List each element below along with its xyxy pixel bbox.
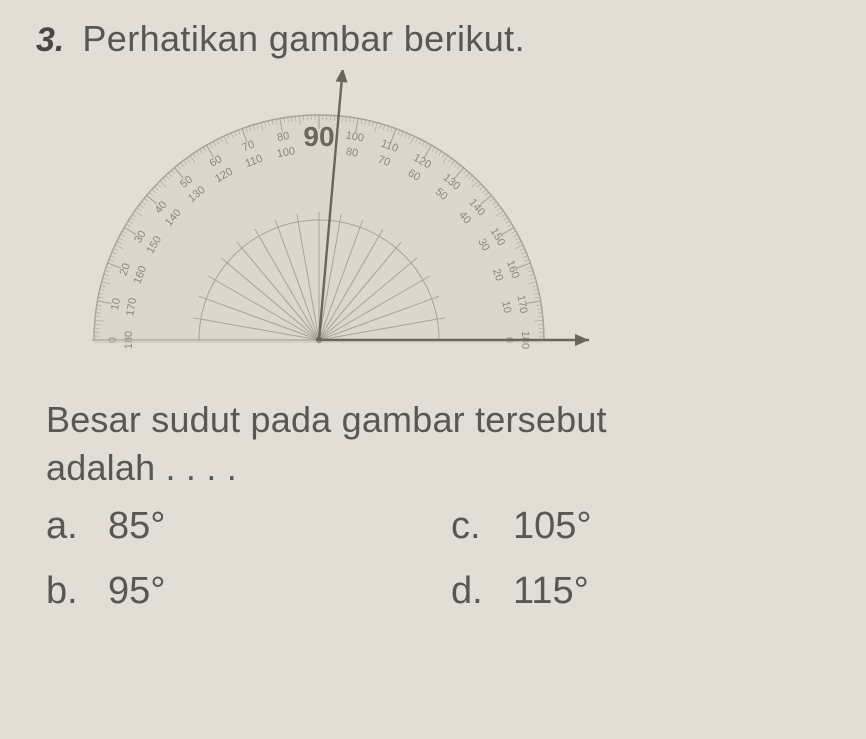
protractor-figure: 0180101702016030150401405013060120701108… — [54, 70, 624, 390]
svg-text:80: 80 — [276, 130, 290, 144]
option-d-value: 115° — [513, 570, 589, 613]
option-c-value: 105° — [513, 505, 592, 548]
body-line-2: adalah . . . . — [46, 447, 237, 488]
svg-text:10: 10 — [109, 297, 123, 311]
svg-text:10: 10 — [499, 300, 513, 314]
option-c[interactable]: c. 105° — [451, 505, 836, 548]
option-a[interactable]: a. 85° — [46, 505, 431, 548]
option-a-value: 85° — [108, 505, 165, 548]
body-line-1: Besar sudut pada gambar tersebut — [46, 399, 607, 440]
svg-text:90: 90 — [303, 121, 334, 152]
question-body: Besar sudut pada gambar tersebut adalah … — [46, 396, 836, 491]
question-line: 3. Perhatikan gambar berikut. — [40, 18, 836, 60]
options-grid: a. 85° c. 105° b. 95° d. 115° — [46, 505, 836, 613]
option-d-label: d. — [451, 570, 491, 613]
page-root: 3. Perhatikan gambar berikut. 0180101702… — [0, 0, 866, 739]
option-a-label: a. — [46, 505, 86, 548]
option-d[interactable]: d. 115° — [451, 570, 836, 613]
option-c-label: c. — [451, 505, 491, 548]
option-b[interactable]: b. 95° — [46, 570, 431, 613]
question-prompt: Perhatikan gambar berikut. — [82, 18, 525, 60]
option-b-value: 95° — [108, 570, 165, 613]
figure-wrap: 0180101702016030150401405013060120701108… — [40, 70, 850, 390]
question-number: 3. — [36, 21, 64, 60]
svg-text:80: 80 — [345, 146, 359, 160]
option-b-label: b. — [46, 570, 86, 613]
